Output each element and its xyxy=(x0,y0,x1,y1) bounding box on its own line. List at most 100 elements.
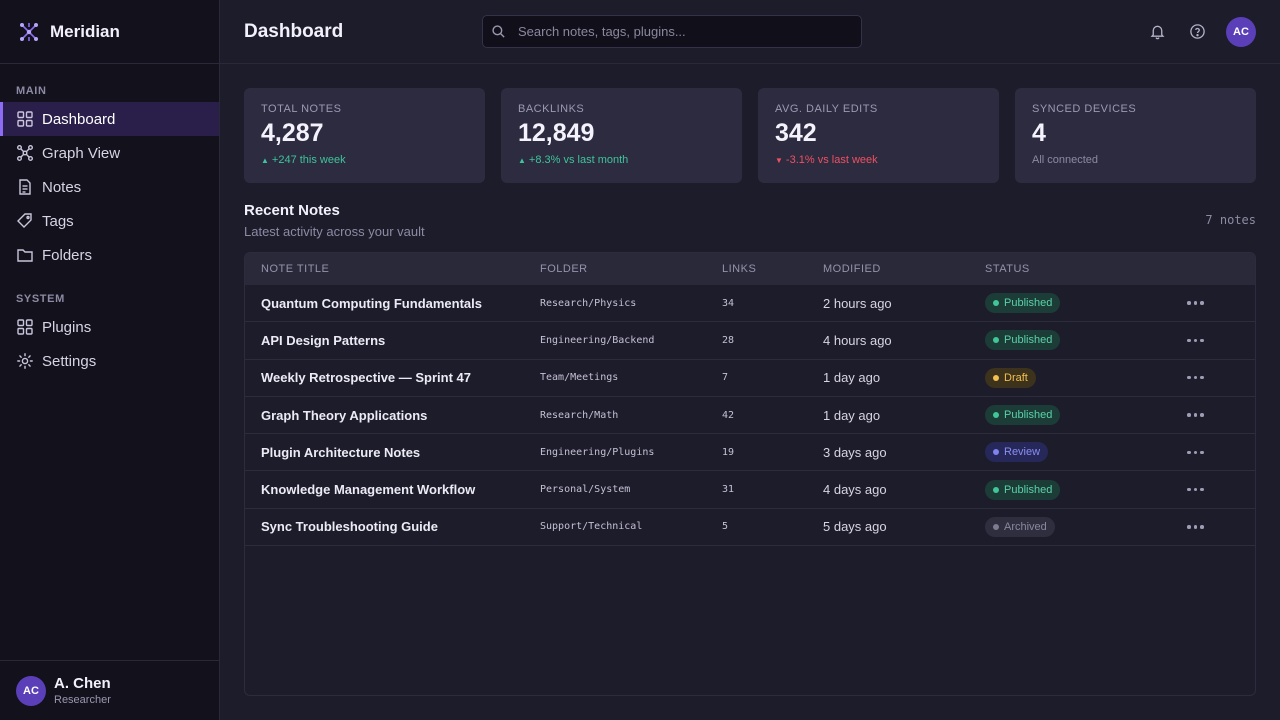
more-icon xyxy=(1185,297,1206,309)
table-row[interactable]: Sync Troubleshooting Guide Support/Techni… xyxy=(245,509,1255,547)
table-header: NOTE TITLE FOLDER LINKS MODIFIED STATUS xyxy=(245,253,1255,285)
note-folder: Personal/System xyxy=(540,484,631,496)
sidebar-item-graph-view[interactable]: Graph View xyxy=(0,136,219,170)
more-actions-button[interactable] xyxy=(1185,372,1206,384)
status-cell: Draft xyxy=(985,367,1036,388)
tag-icon xyxy=(16,212,34,230)
notes-count: 7 notes xyxy=(1205,213,1256,227)
status-cell: Archived xyxy=(985,516,1055,537)
trend-up-icon: ▲ xyxy=(518,155,526,165)
notifications-button[interactable] xyxy=(1148,22,1166,40)
stat-trend-text: All connected xyxy=(1032,154,1099,166)
document-icon xyxy=(16,178,34,196)
note-links: 34 xyxy=(722,297,735,309)
status-badge: Published xyxy=(985,293,1061,314)
column-header[interactable]: STATUS xyxy=(985,263,1030,275)
brand[interactable]: Meridian xyxy=(0,0,219,64)
table-row[interactable]: API Design Patterns Engineering/Backend 28… xyxy=(245,322,1255,360)
section-label-system: SYSTEM xyxy=(16,293,65,305)
status-dot-icon xyxy=(993,486,999,493)
table-row[interactable]: Weekly Retrospective — Sprint 47 Team/Mee… xyxy=(245,360,1255,397)
note-title[interactable]: API Design Patterns xyxy=(261,332,386,348)
gear-icon xyxy=(16,352,34,370)
trend-down-icon: ▼ xyxy=(775,155,783,165)
note-title[interactable]: Weekly Retrospective — Sprint 47 xyxy=(261,370,472,386)
search-bar[interactable] xyxy=(482,15,862,48)
column-header[interactable]: MODIFIED xyxy=(823,263,881,275)
status-text: Published xyxy=(1004,334,1053,347)
status-cell: Published xyxy=(985,330,1061,351)
more-actions-button[interactable] xyxy=(1185,335,1206,347)
stat-card-synced-devices: SYNCED DEVICES 4 All connected xyxy=(1015,88,1256,183)
more-actions-button[interactable] xyxy=(1185,297,1206,309)
note-folder: Support/Technical xyxy=(540,521,643,533)
user-role: Researcher xyxy=(54,694,111,706)
stat-trend-text: +247 this week xyxy=(271,154,346,166)
table-row[interactable]: Graph Theory Applications Research/Math 42… xyxy=(245,397,1255,435)
sidebar-item-tags[interactable]: Tags xyxy=(0,204,219,238)
more-actions-button[interactable] xyxy=(1185,521,1206,533)
status-text: Published xyxy=(1004,409,1053,422)
stat-label: AVG. DAILY EDITS xyxy=(775,103,878,115)
sidebar-item-label: Plugins xyxy=(42,318,92,336)
note-folder: Team/Meetings xyxy=(540,372,619,384)
status-dot-icon xyxy=(993,337,999,344)
folder-icon xyxy=(16,246,34,264)
more-icon xyxy=(1185,521,1206,533)
bell-icon xyxy=(1150,25,1164,39)
more-icon xyxy=(1185,447,1206,459)
note-title[interactable]: Graph Theory Applications xyxy=(261,407,428,423)
table-row[interactable]: Quantum Computing Fundamentals Research/P… xyxy=(245,285,1255,323)
stat-trend-text: -3.1% vs last week xyxy=(785,154,878,166)
stat-value: 4,287 xyxy=(261,119,324,147)
status-badge: Published xyxy=(985,330,1061,351)
section-title: Recent Notes xyxy=(244,202,340,219)
help-icon xyxy=(1189,23,1205,39)
help-button[interactable] xyxy=(1188,22,1206,40)
stat-trend-text: +8.3% vs last month xyxy=(528,154,629,166)
note-title[interactable]: Quantum Computing Fundamentals xyxy=(261,295,482,311)
sidebar-item-plugins[interactable]: Plugins xyxy=(0,310,219,344)
graph-icon xyxy=(16,144,34,162)
column-header[interactable]: FOLDER xyxy=(540,263,588,275)
note-modified: 1 day ago xyxy=(823,370,881,386)
status-dot-icon xyxy=(993,412,999,419)
stat-card-backlinks: BACKLINKS 12,849 ▲ +8.3% vs last month xyxy=(501,88,742,183)
more-actions-button[interactable] xyxy=(1185,484,1206,496)
status-cell: Published xyxy=(985,405,1061,426)
user-profile[interactable]: AC A. Chen Researcher xyxy=(0,660,219,720)
stat-trend: All connected xyxy=(1032,154,1239,166)
column-header[interactable]: LINKS xyxy=(722,263,757,275)
note-folder: Research/Physics xyxy=(540,297,637,309)
sidebar-item-notes[interactable]: Notes xyxy=(0,170,219,204)
section-subtitle: Latest activity across your vault xyxy=(244,224,425,239)
status-dot-icon xyxy=(993,374,999,381)
plugins-icon xyxy=(16,318,34,336)
note-modified: 4 days ago xyxy=(823,482,887,498)
recent-notes-table: NOTE TITLE FOLDER LINKS MODIFIED STATUS … xyxy=(244,252,1256,696)
search-input[interactable] xyxy=(518,24,838,39)
note-title[interactable]: Knowledge Management Workflow xyxy=(261,482,476,498)
note-modified: 1 day ago xyxy=(823,407,881,423)
table-row[interactable]: Plugin Architecture Notes Engineering/Plu… xyxy=(245,434,1255,472)
stat-label: SYNCED DEVICES xyxy=(1032,103,1137,115)
stat-label: TOTAL NOTES xyxy=(261,103,342,115)
note-title[interactable]: Sync Troubleshooting Guide xyxy=(261,519,438,535)
table-row[interactable]: Knowledge Management Workflow Personal/Sy… xyxy=(245,471,1255,509)
more-actions-button[interactable] xyxy=(1185,409,1206,421)
sidebar-item-settings[interactable]: Settings xyxy=(0,344,219,378)
note-title[interactable]: Plugin Architecture Notes xyxy=(261,444,421,460)
note-modified: 3 days ago xyxy=(823,444,887,460)
status-dot-icon xyxy=(993,449,999,456)
status-dot-icon xyxy=(993,300,999,307)
more-actions-button[interactable] xyxy=(1185,447,1206,459)
more-icon xyxy=(1185,484,1206,496)
sidebar-item-folders[interactable]: Folders xyxy=(0,238,219,272)
sidebar-item-dashboard[interactable]: Dashboard xyxy=(0,102,219,136)
header-avatar[interactable]: AC xyxy=(1226,17,1256,47)
meridian-logo-icon xyxy=(20,22,38,41)
column-header[interactable]: NOTE TITLE xyxy=(261,263,330,275)
stat-value: 12,849 xyxy=(518,119,595,147)
more-icon xyxy=(1185,335,1206,347)
sidebar-item-label: Tags xyxy=(42,212,74,230)
